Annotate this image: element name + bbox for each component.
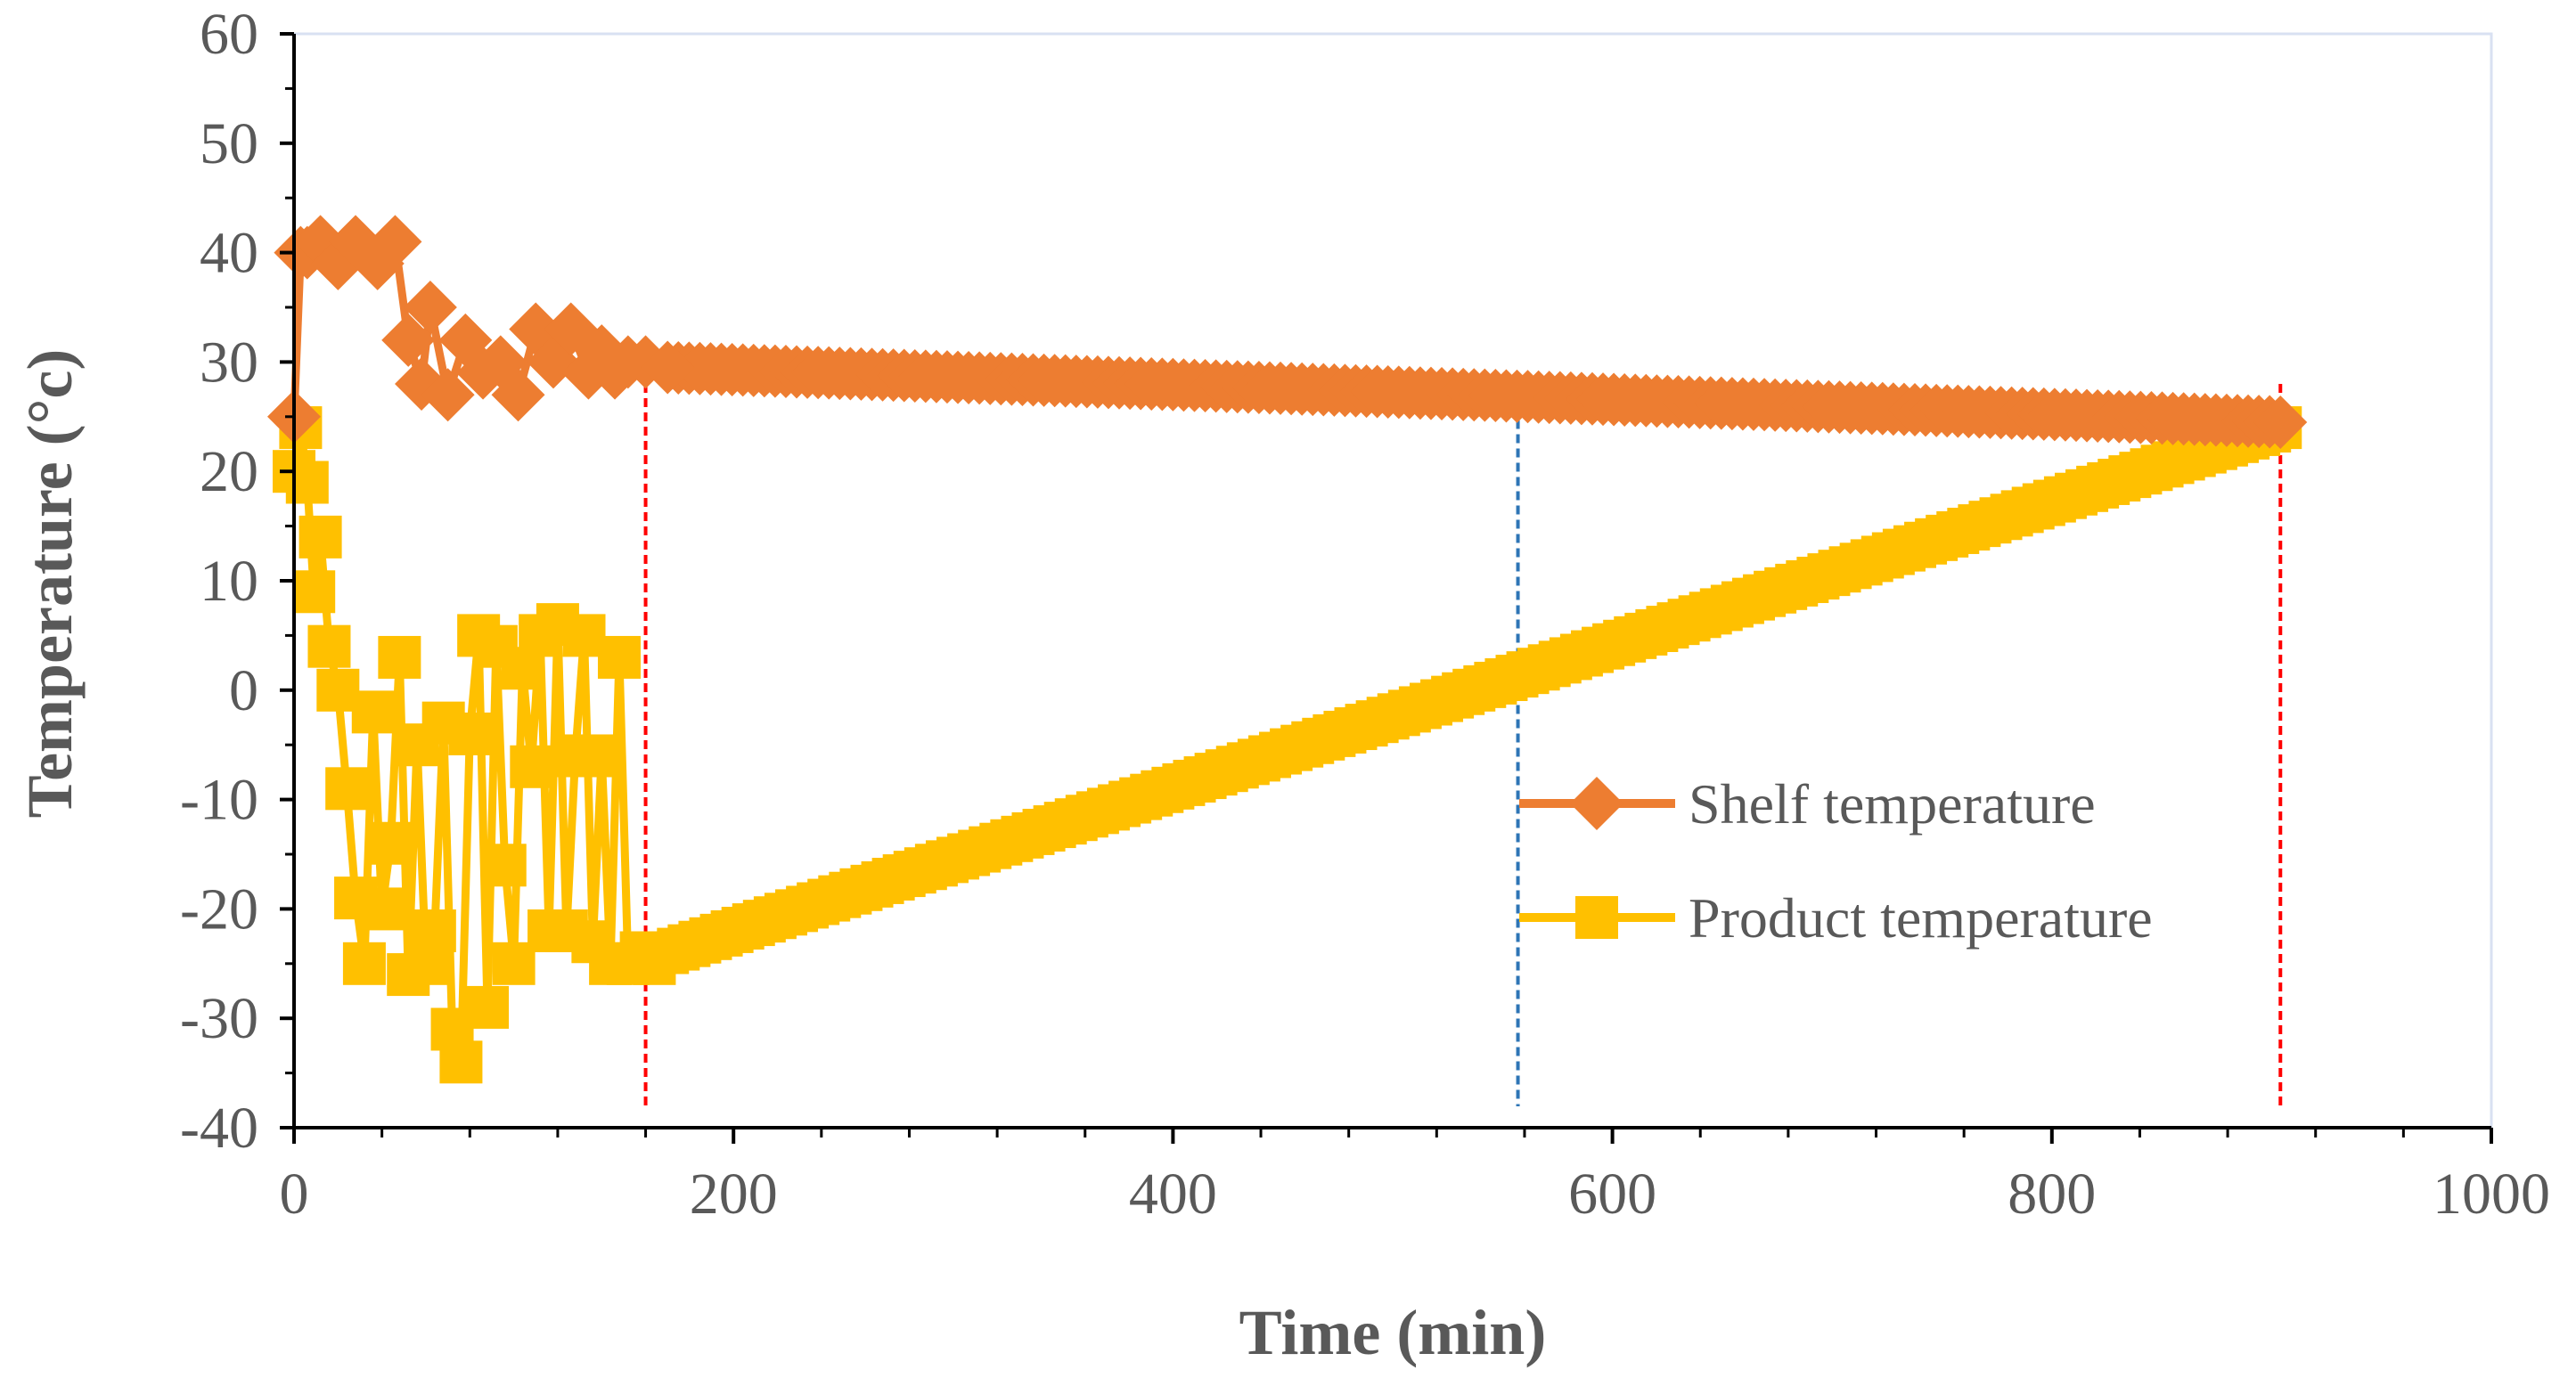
y-axis-title: Temperature (°c) [14,349,86,819]
data-point [378,635,421,679]
y-tick-label: 20 [200,439,258,504]
data-point [325,767,369,811]
data-point [580,734,624,778]
reference-lines [643,383,2283,1106]
data-point [466,985,510,1029]
legend-label: Shelf temperature [1689,772,2096,836]
x-tick-label: 200 [690,1162,778,1227]
legend-label: Product temperature [1689,886,2153,950]
data-point [292,570,336,614]
data-point [483,844,527,887]
data-point [381,313,436,367]
series-shelf-temperature [267,215,2308,449]
data-point [351,690,395,734]
legend-item-2: Product temperature [1519,886,2153,950]
data-point [421,368,475,422]
x-tick-label: 0 [280,1162,309,1227]
data-point [2253,395,2308,449]
data-point [342,942,386,985]
data-point [491,368,545,422]
legend-swatch-marker [1570,777,1623,830]
x-axis-title: Time (min) [1239,1297,1547,1368]
data-point [510,745,553,788]
data-point [360,887,404,931]
y-tick-label: 40 [200,221,258,286]
data-point [439,1040,483,1084]
axes-layer [280,32,2493,1144]
data-point [285,461,329,504]
data-point [369,821,413,865]
y-tick-label: -10 [180,768,258,833]
y-tick-label: 30 [200,330,258,395]
x-tick-label: 800 [2008,1162,2096,1227]
data-point [307,624,351,668]
y-tick-label: -40 [180,1096,258,1161]
data-point [413,909,456,952]
data-point [646,931,690,974]
data-point [448,712,492,755]
x-tick-label: 400 [1129,1162,1217,1227]
y-tick-label: -30 [180,986,258,1051]
y-tick-label: 10 [200,549,258,614]
y-tick-label: 60 [200,2,258,67]
x-tick-label: 600 [1568,1162,1656,1227]
data-point [641,340,695,395]
x-tick-label: 1000 [2433,1162,2550,1227]
y-tick-label: 50 [200,111,258,176]
legend-item-1: Shelf temperature [1519,772,2096,836]
legend-swatch-marker [1575,896,1618,939]
data-point [298,515,342,559]
data-point [597,635,641,679]
y-tick-label: -20 [180,877,258,942]
legend: Shelf temperature Product temperature [1519,772,2153,950]
y-tick-label: 0 [229,658,258,723]
data-point [403,281,457,334]
data-point [368,215,422,269]
